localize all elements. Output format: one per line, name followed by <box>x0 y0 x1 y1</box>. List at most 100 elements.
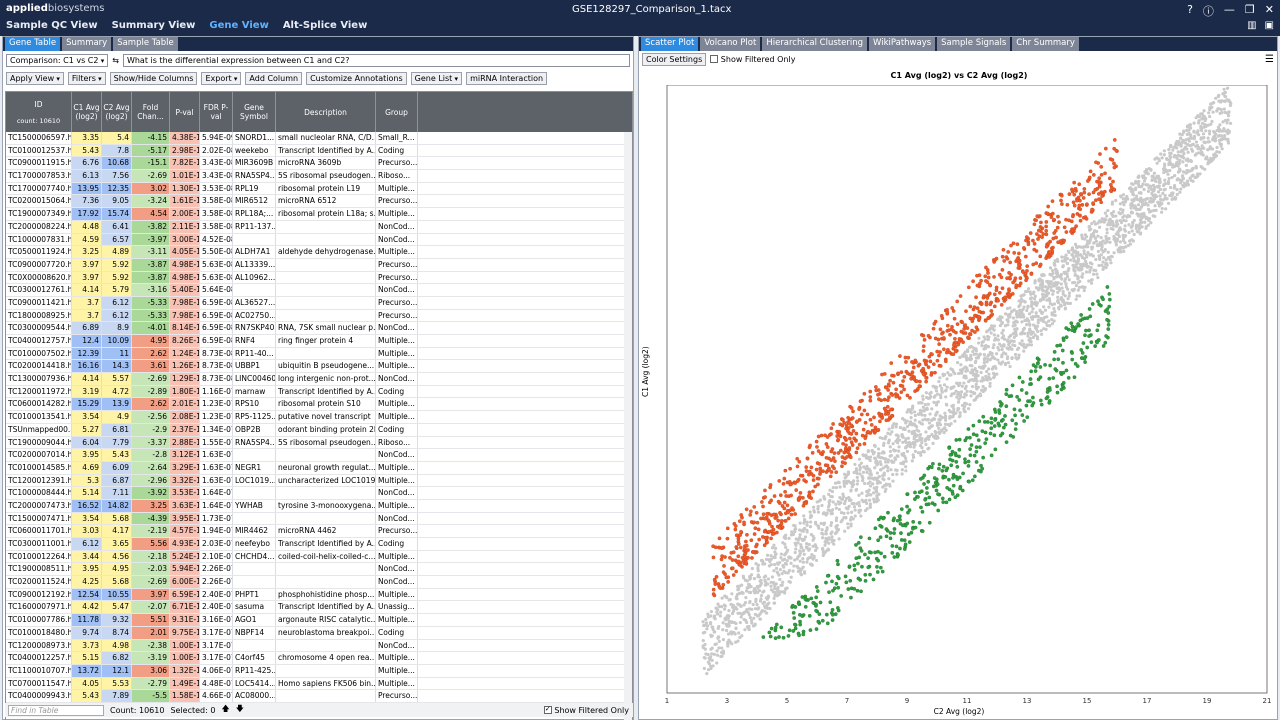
cell-c2: 5.53 <box>102 677 132 690</box>
tab-sample-qc-view[interactable]: Sample QC View <box>6 20 98 31</box>
table-row[interactable]: TC1900007349.h...17.9215.744.542.00E-123… <box>6 208 632 221</box>
plot-show-filtered-toggle[interactable]: Show Filtered Only <box>710 55 795 64</box>
tab-sample-table[interactable]: Sample Table <box>113 37 178 51</box>
col-c2-avg[interactable]: C2 Avg (log2) <box>102 92 132 132</box>
menu-icon[interactable]: ☰ <box>1265 53 1274 65</box>
split-layout-icon[interactable]: ▥ <box>1247 20 1257 31</box>
gene-list-button[interactable]: Gene List <box>410 71 463 85</box>
table-row[interactable]: TC0500011924.h...3.254.89-3.114.05E-125.… <box>6 246 632 259</box>
tab-hierarchical-clustering[interactable]: Hierarchical Clustering <box>762 37 867 51</box>
apply-view-button[interactable]: Apply View <box>6 71 64 85</box>
filters-button[interactable]: Filters <box>67 71 106 85</box>
col-group[interactable]: Group <box>376 92 418 132</box>
table-row[interactable]: TC1200011972.h...3.194.72-2.891.80E-111.… <box>6 385 632 399</box>
comparison-question[interactable]: What is the differential expression betw… <box>122 53 630 67</box>
help-icon[interactable]: ? <box>1187 3 1193 16</box>
close-icon[interactable]: ✕ <box>1264 3 1274 16</box>
tab-gene-view[interactable]: Gene View <box>209 20 269 31</box>
table-row[interactable]: TC0100018480.h...9.748.742.019.75E-113.1… <box>6 626 632 640</box>
table-scrollbar[interactable] <box>624 132 632 720</box>
table-row[interactable]: TC2000008224.h...4.486.41-3.822.11E-123.… <box>6 220 632 234</box>
add-column-button[interactable]: Add Column <box>245 71 303 85</box>
table-row[interactable]: TC1000008444.h...5.147.11-3.923.53E-111.… <box>6 487 632 500</box>
table-row[interactable]: TC0200007014.h...3.955.43-2.83.12E-111.6… <box>6 449 632 462</box>
tab-chr-summary[interactable]: Chr Summary <box>1012 37 1079 51</box>
point-down <box>985 420 990 424</box>
table-row[interactable]: TSUnmapped00...5.276.81-2.92.37E-111.34E… <box>6 423 632 437</box>
point-unchanged <box>1202 109 1206 113</box>
table-row[interactable]: TC0900007720.h...3.975.92-3.874.98E-125.… <box>6 258 632 272</box>
table-row[interactable]: TC0100014585.h...4.696.09-2.643.29E-111.… <box>6 461 632 475</box>
col-gene-symbol[interactable]: Gene Symbol <box>233 92 276 132</box>
table-row[interactable]: TC1900008511.h...3.954.95-2.035.94E-112.… <box>6 563 632 577</box>
table-row[interactable]: TC0100012264.h...3.444.56-2.185.24E-112.… <box>6 550 632 564</box>
tab-scatter-plot[interactable]: Scatter Plot <box>641 37 699 51</box>
table-row[interactable]: TC0200015064.h...7.369.05-3.241.61E-123.… <box>6 195 632 209</box>
info-icon[interactable]: ⓘ <box>1202 5 1214 18</box>
table-row[interactable]: TC0100013541.h...3.544.9-2.562.08E-111.2… <box>6 411 632 424</box>
table-row[interactable]: TC0100007502.h...12.39112.621.24E-118.73… <box>6 347 632 361</box>
table-row[interactable]: TC1700007740.h...13.9512.353.021.30E-123… <box>6 182 632 196</box>
table-row[interactable]: TC0X00008620.h...3.975.92-3.874.98E-125.… <box>6 271 632 285</box>
table-row[interactable]: TC0200014418.h...16.1614.33.611.26E-118.… <box>6 360 632 374</box>
table-row[interactable]: TC2000007473.h...16.5214.823.253.63E-111… <box>6 499 632 513</box>
find-in-table-input[interactable]: Find in Table <box>8 704 104 716</box>
move-up-icon[interactable]: 🡅 <box>221 704 230 713</box>
table-row[interactable]: TC0200011524.h...4.255.68-2.696.00E-112.… <box>6 576 632 589</box>
show-hide-columns-button[interactable]: Show/Hide Columns <box>109 71 198 85</box>
col-id[interactable]: ID count: 10610 <box>6 92 72 132</box>
table-row[interactable]: TC0400012257.h...5.156.82-3.191.00E-103.… <box>6 652 632 665</box>
tab-sample-signals[interactable]: Sample Signals <box>937 37 1011 51</box>
comparison-select[interactable]: Comparison: C1 vs C2 <box>6 53 109 67</box>
table-row[interactable]: TC0900011421.h...3.76.12-5.337.98E-126.5… <box>6 296 632 310</box>
plot-show-filtered-checkbox[interactable] <box>710 55 719 63</box>
table-row[interactable]: TC0400009943.h...5.437.89-5.51.58E-104.6… <box>6 690 632 703</box>
col-fold-change[interactable]: Fold Chan... <box>132 92 170 132</box>
restore-icon[interactable]: ❐ <box>1244 3 1255 16</box>
table-row[interactable]: TC1300007936.h...4.145.57-2.691.29E-118.… <box>6 373 632 386</box>
show-filtered-toggle[interactable]: Show Filtered Only <box>543 706 629 715</box>
table-row[interactable]: TC0400012757.h...12.410.094.958.26E-126.… <box>6 335 632 348</box>
tab-alt-splice-view[interactable]: Alt-Splice View <box>282 20 368 31</box>
table-row[interactable]: TC0300012761.h...4.145.79-3.165.40E-125.… <box>6 284 632 297</box>
table-row[interactable]: TC1900009044.h...6.047.79-3.372.88E-111.… <box>6 436 632 450</box>
export-button[interactable]: Export <box>201 71 242 85</box>
point-unchanged <box>1149 187 1154 191</box>
mirna-interaction-button[interactable]: miRNA Interaction <box>466 71 548 85</box>
table-row[interactable]: TC1100010707.h...13.7212.13.061.32E-104.… <box>6 664 632 678</box>
table-row[interactable]: TC1700007853.h...6.137.56-2.691.01E-123.… <box>6 170 632 183</box>
full-layout-icon[interactable]: ▣ <box>1264 20 1274 31</box>
col-description[interactable]: Description <box>276 92 376 132</box>
tab-wikipathways[interactable]: WikiPathways <box>869 37 936 51</box>
color-settings-button[interactable]: Color Settings <box>642 52 707 66</box>
table-row[interactable]: TC0600014282.h...15.2913.92.622.01E-111.… <box>6 398 632 412</box>
table-row[interactable]: TC1200008973.h...3.734.98-2.381.00E-103.… <box>6 639 632 653</box>
table-row[interactable]: TC1000007831.h...4.596.57-3.973.00E-124.… <box>6 233 632 247</box>
table-row[interactable]: TC0100007786.h...11.789.325.519.31E-113.… <box>6 614 632 627</box>
move-down-icon[interactable]: 🡇 <box>235 704 244 713</box>
col-p-val[interactable]: P-val <box>170 92 200 132</box>
table-row[interactable]: TC0900012192.h...12.5410.553.976.59E-112… <box>6 588 632 602</box>
show-filtered-checkbox[interactable] <box>543 706 552 714</box>
tab-summary-view[interactable]: Summary View <box>111 20 196 31</box>
table-row[interactable]: TC0100012537.h...5.437.8-5.172.98E-132.0… <box>6 144 632 158</box>
scatter-plot[interactable]: 1357911131517192113579111315171921 <box>665 85 1275 715</box>
table-row[interactable]: TC0300009544.h...6.898.9-4.018.14E-126.5… <box>6 322 632 335</box>
customize-annotations-button[interactable]: Customize Annotations <box>306 71 407 85</box>
table-row[interactable]: TC0700011547.h...4.055.53-2.791.49E-104.… <box>6 677 632 691</box>
col-fdr-p-val[interactable]: FDR P-val <box>200 92 233 132</box>
swap-icon[interactable]: ⇆ <box>112 55 119 65</box>
table-row[interactable]: TC1500006597.h...3.355.4-4.154.38E-145.9… <box>6 132 632 145</box>
minimize-icon[interactable]: — <box>1223 3 1235 16</box>
table-row[interactable]: TC0900011915.h...6.7610.68-15.17.82E-133… <box>6 157 632 171</box>
table-row[interactable]: TC0600011701.h...3.034.17-2.194.57E-111.… <box>6 525 632 538</box>
table-row[interactable]: TC1600007971.h...4.425.47-2.076.71E-112.… <box>6 601 632 615</box>
tab-summary[interactable]: Summary <box>62 37 112 51</box>
table-row[interactable]: TC1500007471.h...3.545.68-4.393.95E-111.… <box>6 512 632 526</box>
table-row[interactable]: TC0300011001.h...6.123.655.564.93E-112.0… <box>6 538 632 551</box>
tab-gene-table[interactable]: Gene Table <box>5 37 61 51</box>
table-row[interactable]: TC1200012391.h...5.36.87-2.963.32E-111.6… <box>6 474 632 488</box>
table-row[interactable]: TC1800008925.h...3.76.12-5.337.98E-126.5… <box>6 309 632 323</box>
col-c1-avg[interactable]: C1 Avg (log2) <box>72 92 102 132</box>
tab-volcano-plot[interactable]: Volcano Plot <box>700 37 761 51</box>
